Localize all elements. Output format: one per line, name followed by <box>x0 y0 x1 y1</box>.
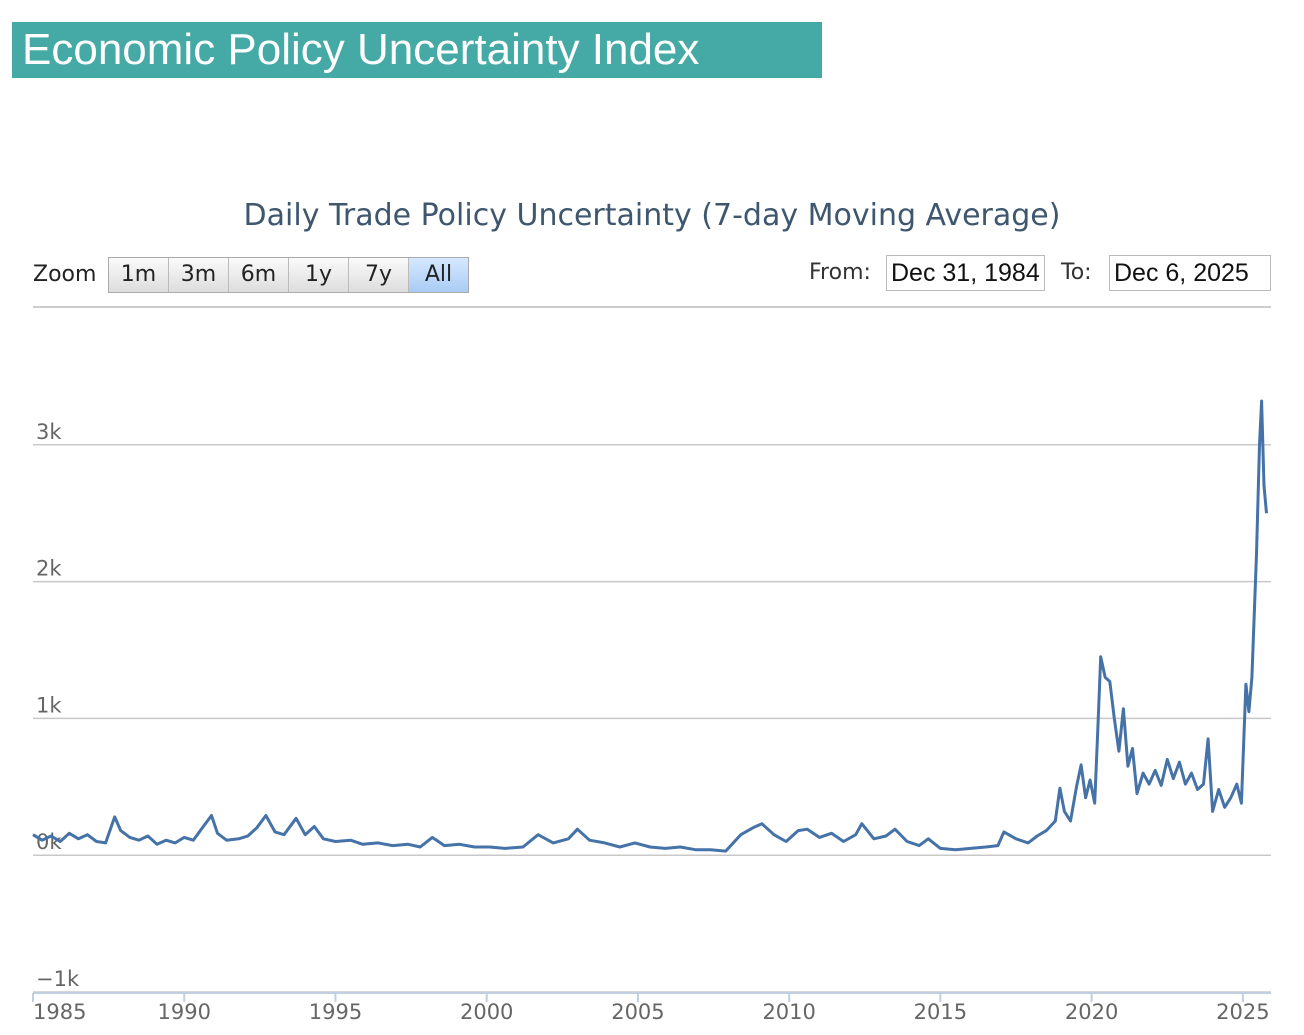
x-tick-label: 1990 <box>158 1000 211 1024</box>
zoom-buttons: 1m 3m 6m 1y 7y All <box>108 257 469 293</box>
x-tick-label: 2010 <box>762 1000 815 1024</box>
zoom-button[interactable]: 1y <box>289 258 349 292</box>
y-tick-label: −1k <box>36 967 80 991</box>
x-tick-label: 2025 <box>1216 1000 1269 1024</box>
x-tick-label: 1985 <box>33 1000 86 1024</box>
to-input[interactable]: Dec 6, 2025 <box>1109 255 1271 291</box>
chart-title: Daily Trade Policy Uncertainty (7-day Mo… <box>244 198 1061 233</box>
zoom-button[interactable]: All <box>409 258 468 292</box>
from-label: From: <box>809 260 871 285</box>
zoom-button[interactable]: 6m <box>229 258 289 292</box>
x-tick-label: 2015 <box>914 1000 967 1024</box>
x-tick-label: 2020 <box>1065 1000 1118 1024</box>
y-tick-label: 3k <box>36 420 62 444</box>
y-tick-label: 1k <box>36 693 62 717</box>
zoom-label: Zoom <box>33 262 97 287</box>
x-tick-label: 2000 <box>460 1000 513 1024</box>
data-line <box>32 399 1268 853</box>
y-tick-label: 0k <box>36 830 62 854</box>
x-tick-label: 1995 <box>309 1000 362 1024</box>
y-tick-label: 2k <box>36 557 62 581</box>
zoom-button[interactable]: 7y <box>349 258 409 292</box>
zoom-button[interactable]: 1m <box>109 258 169 292</box>
to-label: To: <box>1061 260 1092 285</box>
from-input[interactable]: Dec 31, 1984 <box>886 255 1045 291</box>
x-tick-label: 2005 <box>611 1000 664 1024</box>
page-title: Economic Policy Uncertainty Index <box>12 22 822 78</box>
zoom-button[interactable]: 3m <box>169 258 229 292</box>
